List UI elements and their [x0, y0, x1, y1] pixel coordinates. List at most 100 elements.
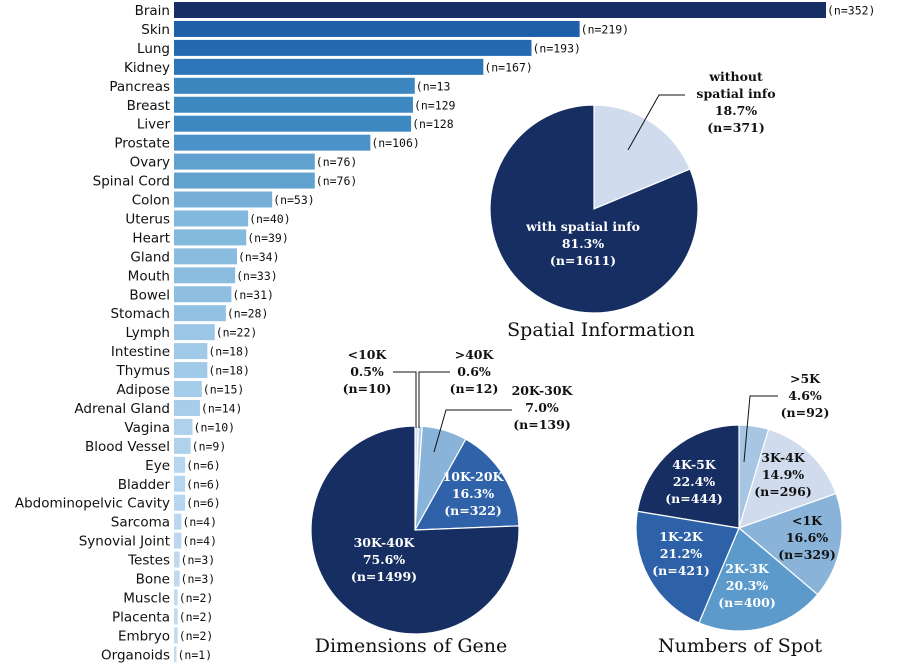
value-label-colon: (n=53) — [273, 193, 315, 207]
bar-mouth — [174, 267, 236, 284]
bar-embryo — [174, 627, 178, 644]
bar-heart — [174, 229, 247, 246]
value-label-skin: (n=219) — [581, 22, 629, 36]
slice-30k-40k — [310, 425, 520, 635]
value-label-lung: (n=193) — [532, 41, 580, 55]
spatial-information-title: Spatial Information — [507, 319, 695, 341]
tick-label-adipose: Adipose — [117, 382, 171, 398]
value-label-bowel: (n=31) — [232, 288, 274, 302]
tick-label-pancreas: Pancreas — [109, 79, 170, 95]
value-label-blood-vessel: (n=9) — [192, 439, 227, 453]
tick-label-colon: Colon — [132, 193, 170, 209]
bar-muscle — [174, 589, 178, 606]
tick-label-placenta: Placenta — [112, 609, 170, 625]
slice-lt-1k — [737, 492, 843, 596]
bar-testes — [174, 551, 180, 568]
slice-label-gt-5k: >5K 4.6% (n=92) — [781, 371, 830, 420]
bar-eye — [174, 456, 186, 473]
value-label-breast: (n=129 — [414, 98, 456, 112]
bar-ovary — [174, 153, 315, 170]
tick-label-sarcoma: Sarcoma — [111, 515, 170, 531]
value-label-adrenal-gland: (n=14) — [201, 401, 243, 415]
bar-sarcoma — [174, 513, 182, 530]
value-label-gland: (n=34) — [238, 250, 280, 264]
bar-intestine — [174, 343, 208, 360]
value-label-uterus: (n=40) — [249, 212, 291, 226]
bar-placenta — [174, 608, 178, 625]
slice-label-lt-10k: <10K 0.5% (n=10) — [343, 347, 392, 396]
bar-skin — [174, 20, 580, 37]
tick-label-synovial-joint: Synovial Joint — [79, 534, 170, 550]
tick-label-breast: Breast — [127, 98, 170, 114]
bar-bowel — [174, 286, 232, 303]
value-label-lymph: (n=22) — [216, 326, 258, 340]
bar-vagina — [174, 418, 193, 435]
tick-label-brain: Brain — [135, 3, 170, 19]
tick-label-testes: Testes — [127, 553, 170, 569]
value-label-brain: (n=352) — [827, 4, 875, 18]
bar-lung — [174, 39, 532, 56]
tick-label-lung: Lung — [137, 41, 170, 57]
slice-without-spatial-info — [593, 104, 691, 210]
value-label-organoids: (n=1) — [178, 648, 213, 662]
value-label-thymus: (n=18) — [208, 364, 250, 378]
slice-with-spatial-info — [489, 104, 699, 314]
bar-brain — [174, 2, 826, 18]
value-label-abdominopelvic-cavity: (n=6) — [186, 496, 221, 510]
bar-adrenal-gland — [174, 399, 200, 416]
tick-label-kidney: Kidney — [124, 60, 170, 76]
value-label-mouth: (n=33) — [236, 269, 278, 283]
slice-10k-20k — [413, 438, 520, 531]
tick-label-uterus: Uterus — [125, 211, 170, 227]
leader-line-gt-40k — [418, 371, 450, 428]
tick-label-bladder: Bladder — [118, 477, 171, 493]
bar-organoids — [174, 646, 177, 663]
tick-label-gland: Gland — [130, 249, 170, 265]
bar-synovial-joint — [174, 532, 182, 549]
value-label-prostate: (n=106) — [371, 136, 419, 150]
bar-liver — [174, 115, 412, 132]
bar-gland — [174, 248, 237, 265]
value-label-bone: (n=3) — [181, 572, 216, 586]
value-label-eye: (n=6) — [186, 458, 221, 472]
slice-label-20k-30k: 20K-30K 7.0% (n=139) — [512, 383, 574, 432]
slice-label-lt-1k: <1K 16.6% (n=329) — [778, 513, 835, 562]
slice-label-gt-40k: >40K 0.6% (n=12) — [450, 347, 499, 396]
dimensions-of-gene-pie: <10K 0.5% (n=10) >40K 0.6% (n=12) 20K-30K 7.0%(… — [310, 347, 574, 635]
slice-label-with-spatial-info: with spatial info 81.3% (n=1611) — [525, 219, 640, 268]
value-label-pancreas: (n=13 — [416, 79, 451, 93]
tick-label-muscle: Muscle — [123, 590, 170, 606]
leader-line-without-spatial-info — [627, 94, 685, 151]
value-label-intestine: (n=18) — [208, 345, 250, 359]
value-label-embryo: (n=2) — [179, 629, 214, 643]
leader-line-gt-5k — [743, 395, 778, 463]
value-label-adipose: (n=15) — [203, 383, 245, 397]
tick-label-spinal-cord: Spinal Cord — [93, 174, 170, 190]
value-label-placenta: (n=2) — [179, 610, 214, 624]
bar-lymph — [174, 324, 215, 341]
value-label-heart: (n=39) — [247, 231, 289, 245]
bar-bone — [174, 570, 180, 587]
spatial-information-pie: without spatial info 18.7% (n=371) with spat… — [489, 69, 776, 314]
numbers-of-spot-title: Numbers of Spot — [658, 635, 822, 657]
tick-label-embryo: Embryo — [118, 628, 170, 644]
bar-breast — [174, 96, 413, 113]
numbers-of-spot-pie: >5K 4.6% (n=92) 3K-4K 14.9% (n=296) <1K 16.6% (n… — [635, 371, 843, 632]
tick-label-bowel: Bowel — [129, 287, 170, 303]
slice-label-without-spatial-info: without spatial info 18.7% (n=371) — [696, 69, 775, 135]
tick-label-bone: Bone — [136, 572, 170, 588]
value-label-kidney: (n=167) — [484, 60, 532, 74]
bar-spinal-cord — [174, 172, 315, 189]
slice-4k-5k — [636, 424, 740, 529]
slice-1k-2k — [635, 510, 740, 624]
value-label-ovary: (n=76) — [316, 155, 358, 169]
bar-blood-vessel — [174, 437, 191, 454]
bar-thymus — [174, 362, 208, 379]
slice-3k-4k — [738, 428, 837, 529]
slice-label-30k-40k: 30K-40K 75.6% (n=1499) — [351, 535, 417, 584]
value-label-muscle: (n=2) — [179, 591, 214, 605]
tick-label-prostate: Prostate — [114, 136, 170, 152]
bar-prostate — [174, 134, 371, 151]
bar-adipose — [174, 381, 202, 397]
bar-bladder — [174, 475, 186, 492]
